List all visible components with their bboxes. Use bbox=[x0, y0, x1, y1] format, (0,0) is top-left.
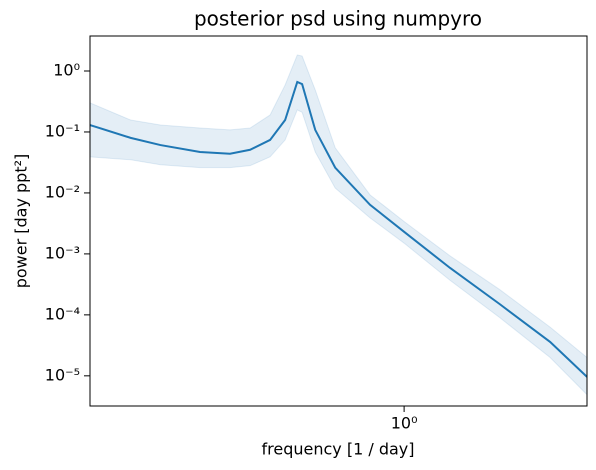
y-tick-label: 10⁻¹ bbox=[45, 121, 80, 140]
plot-frame bbox=[89, 35, 588, 407]
line bbox=[90, 80, 587, 378]
y-tick-label: 10⁰ bbox=[53, 60, 80, 79]
chart-title: posterior psd using numpyro bbox=[194, 7, 482, 31]
y-tick-label: 10⁻⁴ bbox=[45, 304, 80, 323]
confidence-band bbox=[90, 54, 587, 396]
x-axis-label: frequency [1 / day] bbox=[262, 440, 415, 459]
x-tick-label: 10⁰ bbox=[391, 414, 418, 433]
y-axis-label: power [day ppt²] bbox=[12, 154, 31, 289]
y-tick-label: 10⁻³ bbox=[45, 243, 80, 262]
y-tick-label: 10⁻² bbox=[45, 182, 80, 201]
y-tick-label: 10⁻⁵ bbox=[45, 365, 80, 384]
